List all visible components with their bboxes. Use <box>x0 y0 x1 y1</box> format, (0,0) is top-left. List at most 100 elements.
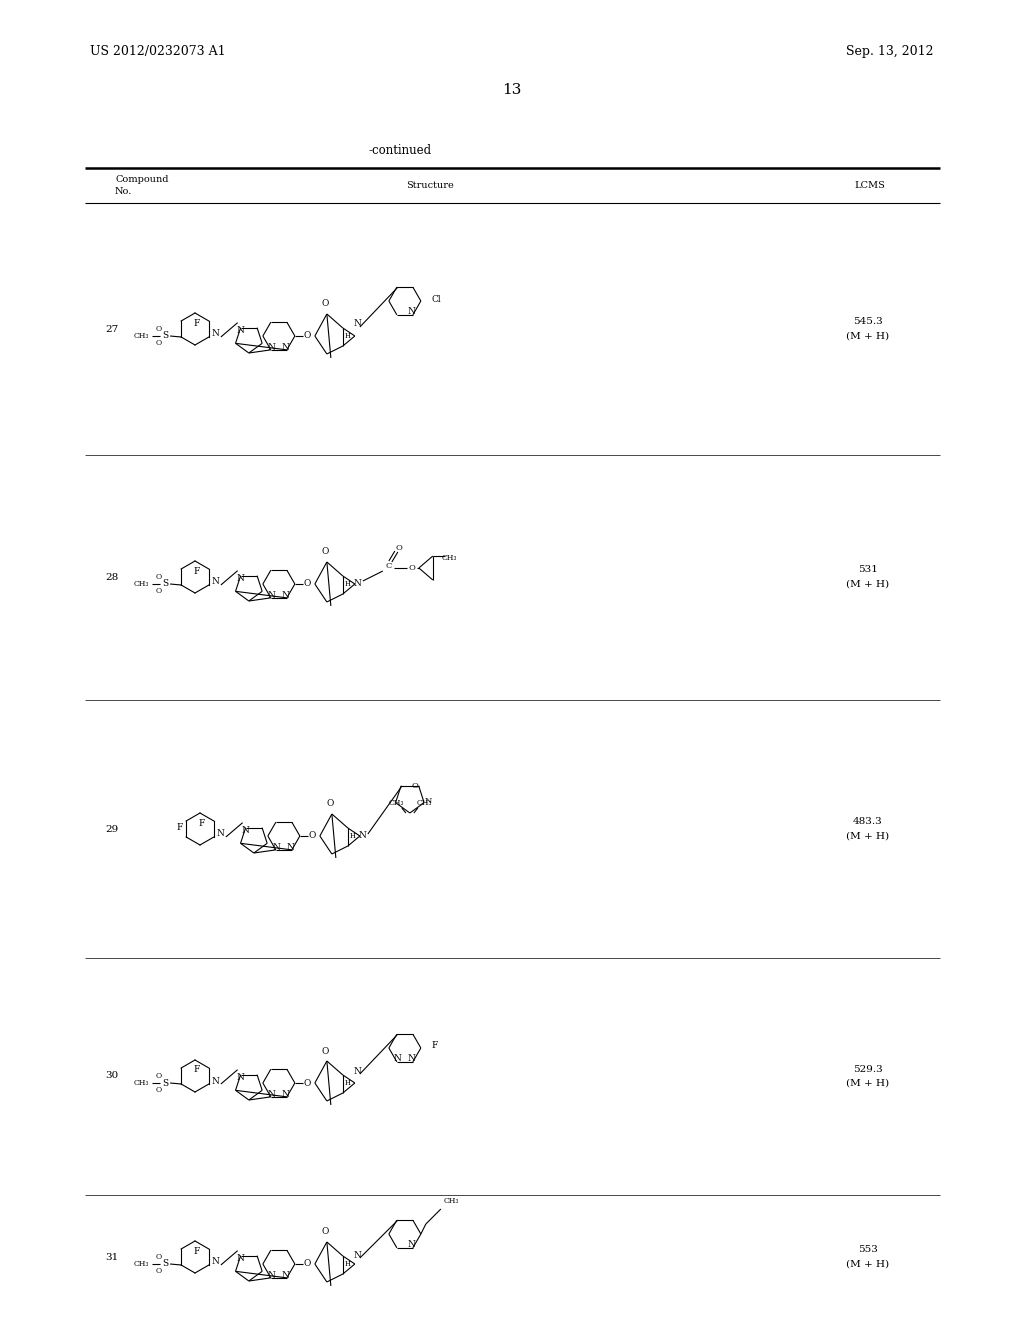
Text: F: F <box>432 1040 438 1049</box>
Text: CH₃: CH₃ <box>388 799 403 807</box>
Text: O: O <box>308 832 315 841</box>
Text: CH₃: CH₃ <box>134 333 150 341</box>
Text: N: N <box>282 591 290 601</box>
Text: F: F <box>199 818 205 828</box>
Text: N: N <box>237 326 245 335</box>
Text: H: H <box>345 579 351 587</box>
Text: 545.3: 545.3 <box>853 318 883 326</box>
Text: F: F <box>194 318 200 327</box>
Text: S: S <box>162 579 168 589</box>
Text: 529.3: 529.3 <box>853 1064 883 1073</box>
Text: N: N <box>237 1254 245 1263</box>
Text: CH₃: CH₃ <box>134 1078 150 1086</box>
Text: N: N <box>359 832 367 841</box>
Text: H: H <box>350 832 356 840</box>
Text: N: N <box>354 579 361 589</box>
Text: Compound: Compound <box>115 176 169 185</box>
Text: 28: 28 <box>105 573 118 582</box>
Text: 553: 553 <box>858 1246 878 1254</box>
Text: CH₃: CH₃ <box>441 554 457 562</box>
Text: CH₃: CH₃ <box>443 1197 459 1205</box>
Text: 13: 13 <box>503 83 521 96</box>
Text: S: S <box>162 1078 168 1088</box>
Text: N: N <box>212 578 220 586</box>
Text: US 2012/0232073 A1: US 2012/0232073 A1 <box>90 45 225 58</box>
Text: O: O <box>156 339 162 347</box>
Text: N: N <box>354 1251 361 1261</box>
Text: O: O <box>327 800 334 808</box>
Text: N: N <box>242 826 250 836</box>
Text: N: N <box>212 330 220 338</box>
Text: N: N <box>217 829 225 838</box>
Text: CH₃: CH₃ <box>416 799 431 807</box>
Text: CH₃: CH₃ <box>134 1261 150 1269</box>
Text: O: O <box>395 544 402 552</box>
Text: (M + H): (M + H) <box>847 579 890 589</box>
Text: No.: No. <box>115 186 132 195</box>
Text: N: N <box>408 1241 416 1249</box>
Text: N: N <box>424 797 432 805</box>
Text: N: N <box>408 308 416 317</box>
Text: H: H <box>345 1078 351 1086</box>
Text: (M + H): (M + H) <box>847 331 890 341</box>
Text: 27: 27 <box>105 325 118 334</box>
Text: Structure: Structure <box>407 181 454 190</box>
Text: 531: 531 <box>858 565 878 574</box>
Text: N: N <box>212 1077 220 1085</box>
Text: O: O <box>303 331 310 341</box>
Text: O: O <box>156 1086 162 1094</box>
Text: Cl: Cl <box>431 294 440 304</box>
Text: N: N <box>268 591 275 601</box>
Text: O: O <box>303 1259 310 1269</box>
Text: O: O <box>412 781 418 789</box>
Text: 31: 31 <box>105 1253 118 1262</box>
Text: N: N <box>354 1067 361 1076</box>
Text: O: O <box>156 1072 162 1080</box>
Text: F: F <box>194 1246 200 1255</box>
Text: O: O <box>322 300 329 309</box>
Text: O: O <box>322 1228 329 1237</box>
Text: 483.3: 483.3 <box>853 817 883 826</box>
Text: N: N <box>268 1090 275 1100</box>
Text: F: F <box>194 1065 200 1074</box>
Text: H: H <box>345 1261 351 1269</box>
Text: N: N <box>354 319 361 329</box>
Text: (M + H): (M + H) <box>847 1259 890 1269</box>
Text: O: O <box>322 548 329 557</box>
Text: F: F <box>194 566 200 576</box>
Text: O: O <box>303 579 310 589</box>
Text: C: C <box>386 562 392 570</box>
Text: N: N <box>237 1073 245 1082</box>
Text: N: N <box>282 1090 290 1100</box>
Text: O: O <box>156 325 162 333</box>
Text: N: N <box>282 1271 290 1280</box>
Text: O: O <box>156 1253 162 1261</box>
Text: N: N <box>408 1055 416 1064</box>
Text: N: N <box>268 343 275 352</box>
Text: S: S <box>162 331 168 341</box>
Text: O: O <box>409 564 416 572</box>
Text: CH₃: CH₃ <box>134 579 150 587</box>
Text: F: F <box>176 824 182 833</box>
Text: Sep. 13, 2012: Sep. 13, 2012 <box>847 45 934 58</box>
Text: 29: 29 <box>105 825 118 833</box>
Text: (M + H): (M + H) <box>847 832 890 841</box>
Text: O: O <box>303 1078 310 1088</box>
Text: H: H <box>345 333 351 341</box>
Text: S: S <box>162 1259 168 1269</box>
Text: N: N <box>273 843 281 853</box>
Text: N: N <box>212 1258 220 1266</box>
Text: N: N <box>282 343 290 352</box>
Text: N: N <box>237 574 245 583</box>
Text: N: N <box>394 1055 401 1064</box>
Text: N: N <box>268 1271 275 1280</box>
Text: (M + H): (M + H) <box>847 1078 890 1088</box>
Text: LCMS: LCMS <box>855 181 886 190</box>
Text: -continued: -continued <box>369 144 431 157</box>
Text: O: O <box>322 1047 329 1056</box>
Text: O: O <box>156 1267 162 1275</box>
Text: N: N <box>287 843 295 853</box>
Text: O: O <box>156 573 162 581</box>
Text: O: O <box>156 587 162 595</box>
Text: 30: 30 <box>105 1072 118 1081</box>
